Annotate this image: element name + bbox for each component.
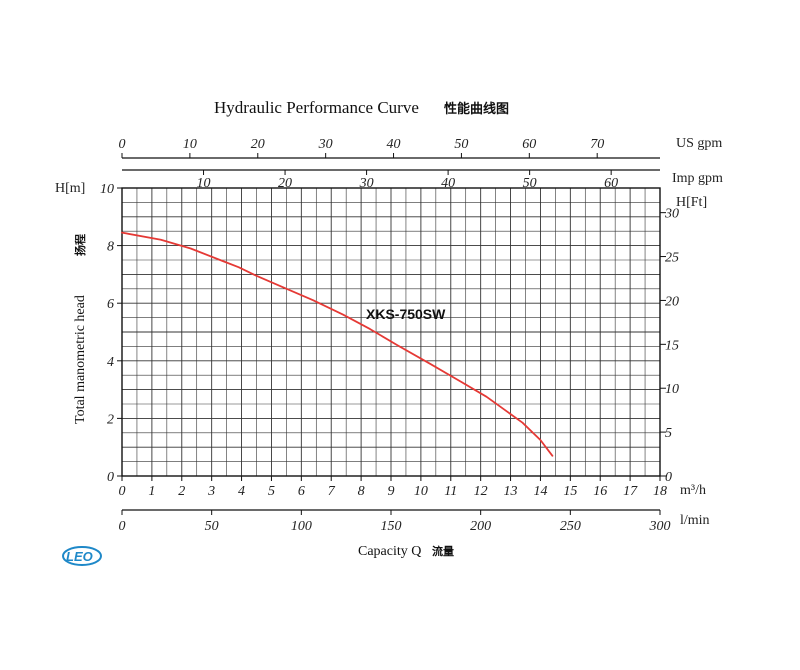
x-tick-label: 9 bbox=[388, 484, 395, 499]
impgpm-tick-label: 50 bbox=[523, 176, 537, 191]
impgpm-tick-label: 20 bbox=[278, 176, 292, 191]
usgpm-tick-label: 70 bbox=[590, 137, 604, 152]
y-unit-left: H[m] bbox=[55, 181, 85, 196]
x-tick-label: 16 bbox=[593, 484, 607, 499]
y-right-tick-label: 20 bbox=[665, 294, 679, 309]
lmin-tick-label: 250 bbox=[560, 519, 581, 534]
x-tick-label: 5 bbox=[268, 484, 275, 499]
y-right-tick-label: 5 bbox=[665, 426, 672, 441]
chart-title-cn: 性能曲线图 bbox=[444, 101, 509, 116]
impgpm-tick-label: 30 bbox=[359, 176, 374, 191]
x-tick-label: 3 bbox=[207, 484, 215, 499]
x-tick-label: 11 bbox=[444, 484, 457, 499]
lmin-unit: l/min bbox=[680, 513, 710, 528]
lmin-tick-label: 50 bbox=[205, 519, 219, 534]
lmin-tick-label: 300 bbox=[649, 519, 671, 534]
y-tick-label: 4 bbox=[107, 355, 114, 370]
lmin-tick-label: 0 bbox=[119, 519, 126, 534]
series-label: XKS-750SW bbox=[366, 306, 446, 322]
x-tick-label: 8 bbox=[358, 484, 365, 499]
x-tick-label: 0 bbox=[119, 484, 126, 499]
x-tick-label: 7 bbox=[328, 484, 336, 499]
x-tick-label: 10 bbox=[414, 484, 428, 499]
y-right-tick-label: 25 bbox=[665, 251, 679, 266]
lmin-tick-label: 200 bbox=[470, 519, 491, 534]
x-tick-label: 2 bbox=[178, 484, 185, 499]
y-unit-right: H[Ft] bbox=[676, 195, 707, 210]
x-tick-label: 13 bbox=[504, 484, 518, 499]
x-tick-label: 18 bbox=[653, 484, 667, 499]
leo-logo: LEO bbox=[62, 546, 102, 566]
y-tick-label: 2 bbox=[107, 412, 114, 427]
x-tick-label: 1 bbox=[148, 484, 155, 499]
impgpm-tick-label: 60 bbox=[604, 176, 618, 191]
y-right-tick-label: 0 bbox=[665, 470, 672, 485]
y-tick-label: 6 bbox=[107, 297, 114, 312]
lmin-tick-label: 100 bbox=[291, 519, 312, 534]
series-layer bbox=[121, 231, 554, 457]
y-axis-label-cn: 扬程 bbox=[73, 234, 87, 256]
y-tick-label: 0 bbox=[107, 470, 114, 485]
y-tick-label: 8 bbox=[107, 240, 114, 255]
usgpm-tick-label: 60 bbox=[522, 137, 536, 152]
usgpm-tick-label: 0 bbox=[119, 137, 126, 152]
x-axis-label-cn: 流量 bbox=[432, 544, 454, 558]
x-tick-label: 12 bbox=[474, 484, 488, 499]
tick-labels: 0 1 2 3 4 5 6 7 8 9 10 11 12 13 14 15 16 17 18024681005101… bbox=[100, 137, 679, 534]
usgpm-tick-label: 20 bbox=[251, 137, 265, 152]
grid bbox=[121, 187, 661, 477]
x-axis-label: Capacity Q bbox=[358, 544, 421, 559]
m3h-unit: m³/h bbox=[680, 483, 706, 498]
y-right-tick-label: 30 bbox=[664, 207, 679, 222]
y-right-tick-label: 10 bbox=[665, 382, 679, 397]
x-tick-label: 17 bbox=[623, 484, 638, 499]
y-axis-label: Total manometric head bbox=[73, 295, 88, 424]
y-tick-label: 10 bbox=[100, 182, 114, 197]
x-tick-label: 15 bbox=[563, 484, 577, 499]
x-tick-label: 14 bbox=[533, 484, 547, 499]
logo-text: LEO bbox=[66, 549, 93, 564]
x-tick-label: 6 bbox=[298, 484, 305, 499]
usgpm-tick-label: 30 bbox=[318, 137, 333, 152]
x-tick-label: 4 bbox=[238, 484, 245, 499]
us-gpm-unit: US gpm bbox=[676, 136, 722, 151]
series-line bbox=[121, 231, 554, 457]
y-right-tick-label: 15 bbox=[665, 338, 679, 353]
usgpm-tick-label: 10 bbox=[183, 137, 197, 152]
impgpm-tick-label: 10 bbox=[197, 176, 211, 191]
imp-gpm-unit: Imp gpm bbox=[672, 171, 723, 186]
axes bbox=[117, 153, 666, 515]
impgpm-tick-label: 40 bbox=[441, 176, 455, 191]
chart-title: Hydraulic Performance Curve bbox=[214, 98, 419, 117]
usgpm-tick-label: 50 bbox=[454, 137, 468, 152]
usgpm-tick-label: 40 bbox=[387, 137, 401, 152]
lmin-tick-label: 150 bbox=[381, 519, 402, 534]
